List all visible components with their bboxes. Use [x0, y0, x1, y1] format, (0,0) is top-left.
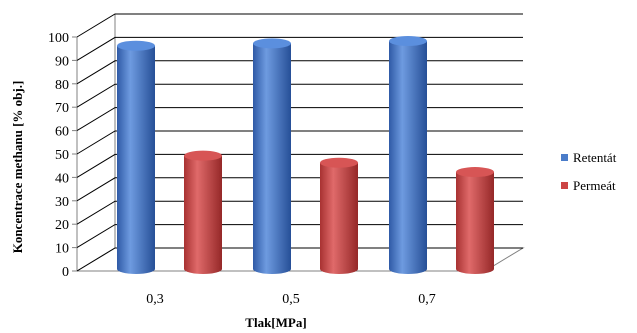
y-tick-label: 80 — [55, 78, 69, 93]
y-tick-label: 60 — [55, 125, 69, 140]
y-tick-label: 70 — [55, 101, 69, 116]
gridline — [76, 177, 523, 202]
gridline — [76, 224, 523, 249]
bar-top — [184, 150, 222, 161]
gridlines — [72, 13, 523, 272]
y-tick-label: 20 — [55, 218, 69, 233]
x-tick-label: 0,3 — [146, 292, 164, 307]
legend-label-permeat: Permeát — [573, 178, 616, 193]
y-tick-label: 40 — [55, 171, 69, 186]
y-axis-title: Koncentrace methanu [% obj.] — [10, 81, 25, 254]
y-tick-label: 50 — [55, 148, 69, 163]
gridline — [76, 130, 523, 155]
legend-label-retentat: Retentát — [573, 150, 617, 165]
bar-top — [253, 38, 291, 49]
bar-body — [117, 45, 155, 275]
gridline — [76, 13, 523, 38]
x-tick-label: 0,7 — [418, 292, 436, 307]
bar — [456, 167, 494, 274]
bar-body — [253, 43, 291, 274]
bar — [253, 38, 291, 274]
legend-swatch-permeat — [561, 182, 568, 189]
bar-top — [389, 36, 427, 47]
x-axis-categories: 0,3 0,5 0,7 — [146, 292, 436, 307]
gridline — [76, 36, 523, 61]
bar — [117, 40, 155, 275]
gridline — [76, 107, 523, 132]
y-tick-label: 10 — [55, 242, 69, 257]
bars — [117, 36, 494, 275]
x-tick-label: 0,5 — [282, 292, 300, 307]
gridline — [76, 153, 523, 178]
gridline — [76, 247, 523, 272]
x-axis-title: Tlak[MPa] — [245, 315, 306, 330]
bar — [320, 157, 358, 274]
y-tick-label: 30 — [55, 195, 69, 210]
bar-top — [456, 167, 494, 178]
bar-body — [456, 172, 494, 274]
y-tick-label: 90 — [55, 54, 69, 69]
bar-body — [389, 41, 427, 274]
gridline — [76, 83, 523, 108]
y-axis-ticks: 0 10 20 30 40 50 60 70 80 90 100 — [48, 31, 69, 280]
y-tick-label: 100 — [48, 31, 69, 46]
gridline — [76, 60, 523, 85]
y-tick-label: 0 — [62, 265, 69, 280]
legend-swatch-retentat — [561, 154, 568, 161]
bar — [389, 36, 427, 274]
bar-top — [320, 157, 358, 168]
bar — [184, 150, 222, 274]
gridline — [76, 200, 523, 225]
bar-body — [184, 155, 222, 274]
bar-body — [320, 162, 358, 274]
bar-top — [117, 40, 155, 51]
